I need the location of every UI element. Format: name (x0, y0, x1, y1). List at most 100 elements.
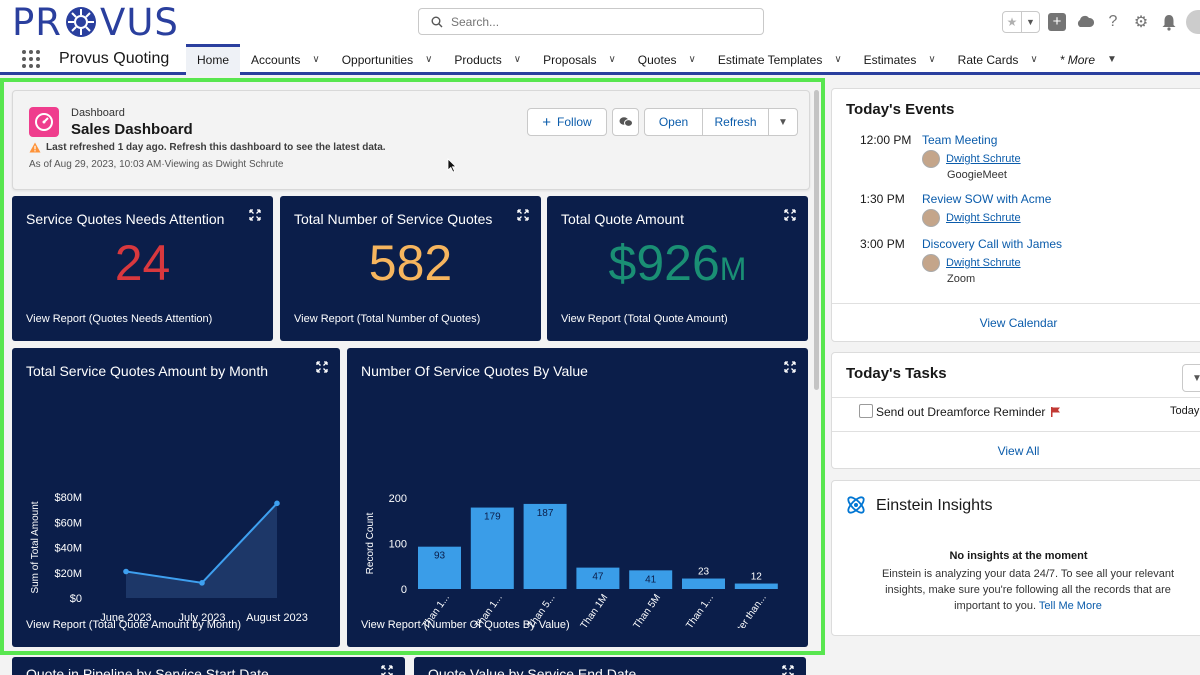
tab-menu-chevron-icon[interactable]: ∨ (834, 54, 842, 65)
event-location: GoogieMeet (947, 169, 1007, 181)
subscribe-button[interactable] (612, 108, 639, 136)
expand-icon[interactable] (316, 361, 328, 373)
bar[interactable] (470, 507, 514, 589)
tab-menu-chevron-icon[interactable]: ∨ (688, 54, 696, 65)
data-point[interactable] (274, 500, 280, 507)
view-report-link[interactable]: View Report (Total Quote Amount) (561, 313, 728, 325)
tasks-menu-chevron-icon[interactable]: ▼ (1182, 364, 1200, 392)
expand-icon[interactable] (784, 361, 796, 373)
tab-menu-chevron-icon[interactable]: ▼ (1107, 54, 1117, 65)
view-report-link[interactable]: View Report (Number Of Quotes By Value) (361, 619, 570, 631)
expand-icon[interactable] (517, 209, 529, 221)
nav-tab-more[interactable]: * More ▼ (1049, 44, 1128, 75)
refresh-warning: Last refreshed 1 day ago. Refresh this d… (29, 142, 386, 153)
bar[interactable] (629, 570, 673, 589)
metric-tile[interactable]: Service Quotes Needs Attention 24 View R… (12, 196, 273, 341)
event-location: Zoom (947, 273, 976, 285)
einstein-insights-card: Einstein Insights No insights at the mom… (831, 480, 1200, 636)
y-axis-label: Record Count (365, 512, 376, 574)
event-name-link[interactable]: Team Meeting (922, 133, 998, 147)
nav-tab-products[interactable]: Products ∨ (443, 44, 532, 75)
bar[interactable] (523, 503, 567, 589)
metric-tile[interactable]: Total Number of Service Quotes 582 View … (280, 196, 541, 341)
follow-button[interactable]: + Follow (527, 108, 607, 136)
event-name-link[interactable]: Discovery Call with James (922, 237, 1063, 251)
metric-value: $926M (547, 234, 808, 292)
view-calendar-link[interactable]: View Calendar (979, 316, 1058, 330)
global-search-input[interactable]: Search... (418, 8, 764, 35)
trailhead-icon[interactable] (1074, 11, 1096, 33)
expand-icon[interactable] (784, 209, 796, 221)
task-item[interactable]: Send out Dreamforce Reminder (876, 405, 1062, 419)
tab-label: Products (454, 52, 502, 67)
expand-icon[interactable] (782, 665, 794, 675)
tab-menu-chevron-icon[interactable]: ∨ (312, 54, 320, 65)
task-checkbox[interactable] (859, 404, 873, 418)
notifications-bell-icon[interactable] (1158, 11, 1180, 33)
event-name-link[interactable]: Review SOW with Acme (922, 192, 1052, 206)
tab-menu-chevron-icon[interactable]: ∨ (928, 54, 936, 65)
help-icon[interactable]: ? (1108, 13, 1118, 30)
x-tick-label: Less Than 5M (618, 592, 663, 628)
bar[interactable] (682, 578, 725, 589)
tab-menu-chevron-icon[interactable]: ∨ (513, 54, 522, 65)
favorites-menu-chevron-icon[interactable]: ▼ (1021, 12, 1039, 32)
event-attendee[interactable]: Dwight Schrute (922, 150, 1021, 168)
attendee-name-link[interactable]: Dwight Schrute (946, 212, 1021, 224)
setup-gear-icon[interactable]: ⚙ (1133, 14, 1149, 31)
nav-tab-proposals[interactable]: Proposals ∨ (532, 44, 627, 75)
nav-tab-opportunities[interactable]: Opportunities ∨ (331, 44, 444, 75)
favorite-star-icon[interactable]: ★ (1006, 15, 1018, 29)
bar[interactable] (734, 583, 778, 589)
data-point[interactable] (199, 580, 205, 586)
attendee-avatar (922, 254, 940, 272)
event-attendee[interactable]: Dwight Schrute (922, 254, 1021, 272)
more-actions-chevron-icon[interactable]: ▼ (768, 109, 797, 135)
chat-icon (619, 117, 633, 127)
dashboard-scrollbar[interactable] (814, 90, 819, 390)
dashboard-meta: As of Aug 29, 2023, 10:03 AM·Viewing as … (29, 159, 284, 170)
tell-me-more-link[interactable]: Tell Me More (1038, 600, 1102, 612)
view-report-link[interactable]: View Report (Total Number of Quotes) (294, 313, 481, 325)
nav-tab-home[interactable]: Home (186, 44, 241, 75)
refresh-button[interactable]: Refresh (702, 109, 768, 135)
dashboard-actions-group: Open Refresh ▼ (644, 108, 798, 136)
amount-by-month-chart[interactable]: $0 $20M $40M $60M $80M June 2023 July 2023 Augu… (12, 388, 340, 628)
view-all-tasks-link[interactable]: View All (997, 444, 1040, 458)
provus-logo[interactable]: PR VUS (12, 1, 179, 44)
data-point[interactable] (123, 568, 129, 575)
chart-title: Quote in Pipeline by Service Start Date (26, 666, 269, 675)
divider (832, 431, 1200, 432)
view-report-link[interactable]: View Report (Total Quote Amount by Month… (26, 619, 242, 631)
open-button[interactable]: Open (658, 115, 689, 129)
tab-menu-chevron-icon[interactable]: ∨ (608, 54, 616, 65)
y-tick-label: $40M (54, 543, 82, 555)
metric-value: 24 (12, 234, 273, 292)
einstein-title: Einstein Insights (876, 497, 993, 514)
expand-icon[interactable] (381, 665, 393, 675)
bar[interactable] (418, 546, 461, 589)
nav-tab-estimate-templates[interactable]: Estimate Templates ∨ (707, 44, 853, 75)
app-launcher-icon[interactable] (22, 50, 40, 68)
global-actions-icon[interactable]: + (1046, 11, 1068, 33)
nav-tab-quotes[interactable]: Quotes ∨ (627, 44, 707, 75)
nav-tab-estimates[interactable]: Estimates ∨ (853, 44, 947, 75)
event-attendee[interactable]: Dwight Schrute (922, 209, 1021, 227)
bar-value-label: 187 (537, 508, 554, 519)
bar-value-label: 23 (698, 567, 710, 578)
nav-tab-accounts[interactable]: Accounts ∨ (240, 44, 331, 75)
attendee-name-link[interactable]: Dwight Schrute (946, 257, 1021, 269)
tab-label: Quotes (637, 52, 677, 67)
user-avatar[interactable] (1186, 10, 1200, 34)
nav-tab-rate-cards[interactable]: Rate Cards ∨ (947, 44, 1049, 75)
metric-tile[interactable]: Total Quote Amount $926M View Report (To… (547, 196, 808, 341)
insights-heading: No insights at the moment (949, 550, 1088, 562)
attendee-name-link[interactable]: Dwight Schrute (946, 153, 1021, 165)
expand-icon[interactable] (249, 209, 261, 221)
tab-menu-chevron-icon[interactable]: ∨ (425, 54, 433, 65)
bar[interactable] (576, 567, 620, 589)
einstein-atom-icon (847, 496, 865, 514)
tab-menu-chevron-icon[interactable]: ∨ (1030, 54, 1038, 65)
view-report-link[interactable]: View Report (Quotes Needs Attention) (26, 313, 213, 325)
